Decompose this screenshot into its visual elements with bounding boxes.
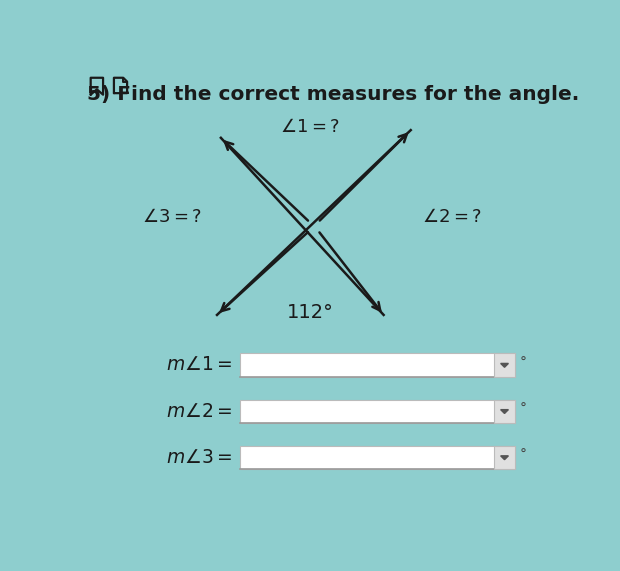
- Bar: [494, 446, 515, 469]
- Text: $\angle 2 = ?$: $\angle 2 = ?$: [422, 208, 482, 226]
- Text: $m\angle 1 = $: $m\angle 1 = $: [166, 356, 232, 375]
- Text: °: °: [520, 402, 526, 416]
- Polygon shape: [501, 363, 508, 367]
- Text: 5) Find the correct measures for the angle.: 5) Find the correct measures for the ang…: [87, 86, 579, 104]
- Bar: [241, 400, 515, 423]
- Text: 112°: 112°: [286, 303, 334, 323]
- Polygon shape: [501, 409, 508, 413]
- Text: $m\angle 3 = $: $m\angle 3 = $: [166, 448, 232, 467]
- Bar: [241, 353, 515, 376]
- Bar: [494, 400, 515, 423]
- Bar: [494, 353, 515, 376]
- Polygon shape: [501, 456, 508, 460]
- Bar: [241, 446, 515, 469]
- Text: $\angle 1 = ?$: $\angle 1 = ?$: [280, 118, 340, 136]
- Text: °: °: [520, 356, 526, 370]
- Text: $m\angle 2 = $: $m\angle 2 = $: [166, 401, 232, 421]
- Text: °: °: [520, 448, 526, 462]
- Text: $\angle 3 = ?$: $\angle 3 = ?$: [141, 208, 202, 226]
